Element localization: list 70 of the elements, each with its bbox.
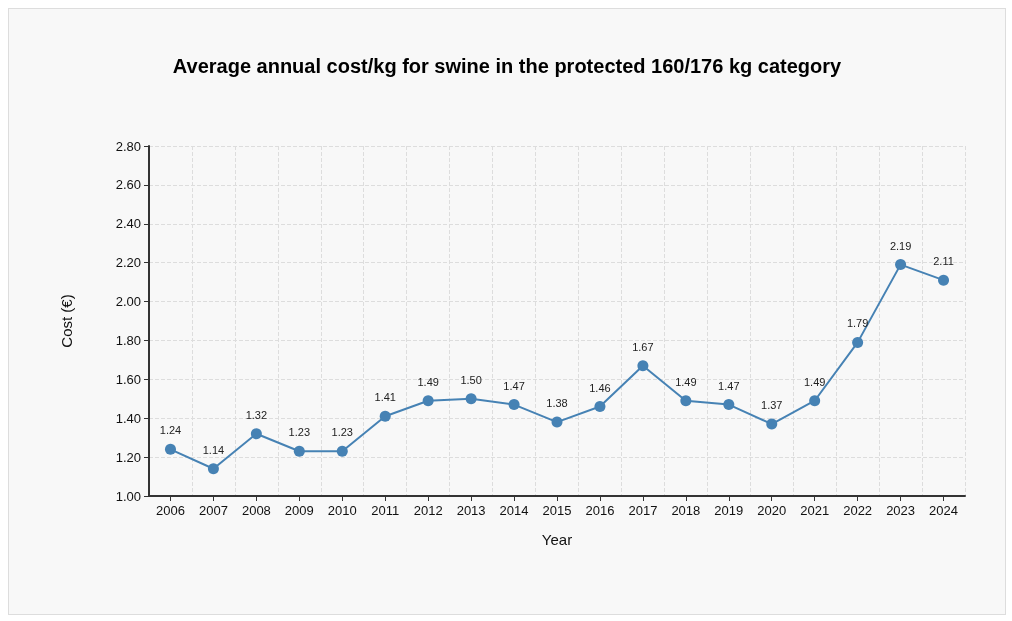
x-tick-label: 2013 — [456, 503, 486, 518]
data-label: 1.49 — [417, 375, 439, 388]
x-tick-label: 2015 — [542, 503, 572, 518]
data-label: 1.50 — [460, 373, 482, 386]
y-axis-title: Cost (€) — [58, 294, 75, 348]
data-label: 1.67 — [632, 340, 654, 353]
point — [508, 399, 520, 411]
x-tick-label: 2007 — [198, 503, 228, 518]
y-tick-label: 1.60 — [115, 371, 141, 387]
x-tick-label: 2022 — [843, 503, 873, 518]
data-label: 1.24 — [159, 424, 182, 437]
point — [379, 410, 391, 422]
data-label: 1.38 — [546, 397, 568, 410]
point — [207, 463, 219, 475]
point — [336, 445, 348, 457]
x-tick-label: 2018 — [671, 503, 701, 518]
y-tick-label: 1.20 — [115, 449, 141, 465]
x-tick-label: 2006 — [156, 503, 185, 518]
x-axis-title: Year — [541, 531, 573, 548]
x-tick-label: 2020 — [757, 503, 787, 518]
x-tick-label: 2019 — [714, 503, 744, 518]
data-label: 1.46 — [589, 381, 611, 394]
x-tick-label: 2008 — [241, 503, 271, 518]
data-label: 1.14 — [202, 443, 225, 456]
x-tick-label: 2012 — [413, 503, 443, 518]
point — [809, 395, 821, 407]
point — [250, 428, 262, 440]
data-label: 1.47 — [503, 379, 525, 392]
data-label: 1.41 — [374, 391, 396, 404]
y-tick-label: 2.80 — [115, 138, 141, 154]
x-tick-label: 2011 — [371, 503, 400, 518]
x-tick-label: 2009 — [284, 503, 314, 518]
point — [551, 416, 563, 428]
point — [164, 443, 176, 455]
point — [723, 399, 735, 411]
y-tick-label: 2.60 — [115, 177, 141, 193]
y-tick-label: 2.40 — [115, 216, 141, 232]
point — [594, 401, 606, 413]
x-tick-label: 2021 — [800, 503, 830, 518]
y-tick-label: 1.40 — [115, 410, 141, 426]
data-label: 2.19 — [889, 239, 912, 252]
data-label: 1.79 — [846, 317, 869, 330]
chart-title: Average annual cost/kg for swine in the protected 160/176 kg category — [172, 55, 843, 77]
point — [766, 418, 778, 430]
point — [895, 259, 907, 271]
x-tick-label: 2017 — [628, 503, 658, 518]
point — [680, 395, 692, 407]
point — [422, 395, 434, 407]
y-tick-label: 2.00 — [115, 294, 141, 310]
x-tick-label: 2023 — [886, 503, 916, 518]
data-label: 2.11 — [933, 255, 954, 268]
point — [938, 274, 950, 286]
point — [852, 336, 864, 348]
data-label: 1.37 — [761, 399, 783, 412]
data-label: 1.23 — [288, 426, 311, 439]
data-label: 1.49 — [803, 375, 826, 388]
data-label: 1.32 — [245, 408, 268, 421]
x-tick-label: 2016 — [585, 503, 615, 518]
x-tick-label: 2010 — [327, 503, 357, 518]
data-label: 1.47 — [718, 379, 740, 392]
data-label: 1.23 — [331, 426, 353, 439]
data-label: 1.49 — [675, 375, 697, 388]
y-tick-label: 2.20 — [115, 255, 141, 271]
point — [465, 393, 477, 405]
point — [293, 445, 305, 457]
point — [637, 360, 649, 372]
y-tick-label: 1.80 — [115, 332, 141, 348]
y-tick-label: 1.00 — [115, 488, 141, 504]
x-tick-label: 2024 — [929, 503, 958, 518]
x-tick-label: 2014 — [499, 503, 529, 518]
